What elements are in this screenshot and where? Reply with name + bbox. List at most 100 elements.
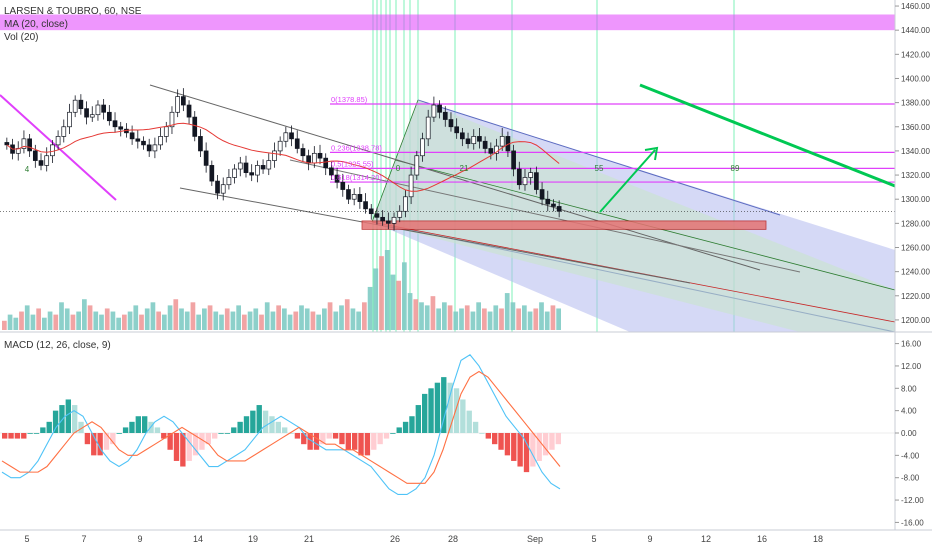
volume-bar (299, 305, 304, 330)
candle-body (175, 96, 181, 113)
candle-body (55, 136, 61, 146)
macd-histogram-bar (402, 421, 409, 433)
ma-20-line (6, 122, 560, 192)
volume-indicator-label[interactable]: Vol (20) (4, 32, 39, 43)
volume-bar (533, 308, 539, 330)
macd-histogram-bar (180, 433, 186, 467)
candle-body (460, 132, 465, 140)
volume-bar (527, 311, 533, 330)
macd-tick-label: -12.00 (901, 496, 924, 505)
volume-bar (224, 308, 230, 330)
candle-body (283, 132, 289, 142)
candle-body (488, 148, 494, 154)
volume-bar (7, 314, 13, 330)
macd-histogram-bar (173, 433, 180, 461)
macd-histogram-bar (415, 405, 421, 433)
price-tick-label: 1380.00 (901, 99, 930, 108)
candle-body (61, 126, 67, 137)
candle-body (32, 150, 38, 161)
date-tick-label: 5 (24, 534, 29, 544)
macd-histogram-bar (205, 433, 211, 445)
candle-body (357, 194, 363, 202)
macd-histogram-bar (390, 433, 396, 434)
candle-body (346, 189, 351, 200)
candle-body (141, 140, 146, 146)
volume-bar (59, 302, 64, 330)
candle-body (528, 172, 534, 178)
date-tick-label: 16 (757, 534, 767, 544)
volume-bar (367, 286, 373, 330)
volume-bar (550, 305, 556, 330)
candle-body (260, 165, 266, 170)
volume-bar (139, 314, 144, 330)
volume-bar (104, 308, 110, 330)
symbol-title: LARSEN & TOUBRO, 60, NSE (4, 6, 142, 17)
fib-level-label: 0.618(1314.20) (331, 173, 382, 182)
candle-body (84, 108, 89, 118)
macd-histogram-bar (485, 433, 491, 439)
candle-body (226, 177, 232, 186)
volume-bar (259, 314, 264, 330)
date-tick-label: 9 (647, 534, 652, 544)
macd-histogram-bar (498, 433, 504, 450)
annotation-labels: 0(1378.85) 0.236(1338.78) 0.5(1325.55) 0.61… (25, 95, 740, 182)
candle-body (289, 132, 294, 140)
candle-body (72, 99, 78, 113)
macd-histogram-bar (409, 416, 415, 433)
macd-histogram-bar (186, 433, 192, 461)
volume-bar (407, 293, 413, 330)
date-tick-label: 12 (701, 534, 711, 544)
candle-body (408, 174, 414, 198)
macd-histogram-bar (192, 433, 199, 456)
volume-bar (162, 314, 167, 330)
macd-histogram-bar (27, 433, 33, 434)
candle-body (266, 160, 272, 170)
macd-histogram-bar (511, 433, 517, 461)
candle-body (431, 104, 437, 118)
macd-histogram-bar (472, 421, 479, 433)
macd-tick-label: -4.00 (901, 451, 920, 460)
volume-bar (442, 302, 447, 330)
ma-indicator-label[interactable]: MA (20, close) (4, 19, 68, 30)
candle-body (169, 111, 175, 128)
macd-histogram-bar (135, 416, 141, 433)
macd-indicator-label[interactable]: MACD (12, 26, close, 9) (4, 340, 111, 351)
macd-histogram-bar (504, 433, 511, 456)
candle-body (437, 104, 442, 113)
price-tick-label: 1360.00 (901, 123, 930, 132)
candle-body (152, 144, 158, 152)
candle-body (477, 136, 482, 142)
candle-body (44, 155, 50, 166)
volume-bar (156, 311, 161, 330)
macd-histogram-bar (224, 433, 231, 434)
volume-bar (464, 305, 470, 330)
volume-bar (459, 308, 464, 330)
volume-bar (384, 250, 390, 330)
macd-histogram-bar (320, 433, 326, 445)
macd-histogram-bar (428, 388, 434, 433)
volume-bar (310, 311, 316, 330)
volume-bar (53, 314, 59, 330)
candle-body (181, 96, 186, 106)
volume-bar (487, 311, 493, 330)
candle-body (471, 136, 477, 145)
macd-histogram-bar (243, 416, 250, 433)
volume-bar (419, 302, 424, 330)
date-tick-label: 21 (304, 534, 314, 544)
macd-histogram-bar (326, 433, 332, 439)
price-tick-label: 1280.00 (901, 219, 930, 228)
macd-histogram-bar (453, 388, 460, 433)
macd-histogram-bar (294, 433, 301, 439)
candle-body (27, 138, 32, 152)
volume-bar (510, 302, 516, 330)
date-tick-label: 18 (813, 534, 823, 544)
volume-bar (202, 308, 207, 330)
volume-bar (236, 305, 241, 330)
macd-pane (0, 354, 895, 496)
macd-histogram-bar (52, 410, 59, 433)
volume-bar (196, 314, 201, 330)
macd-histogram-bar (447, 382, 453, 433)
macd-histogram-bar (307, 433, 313, 450)
